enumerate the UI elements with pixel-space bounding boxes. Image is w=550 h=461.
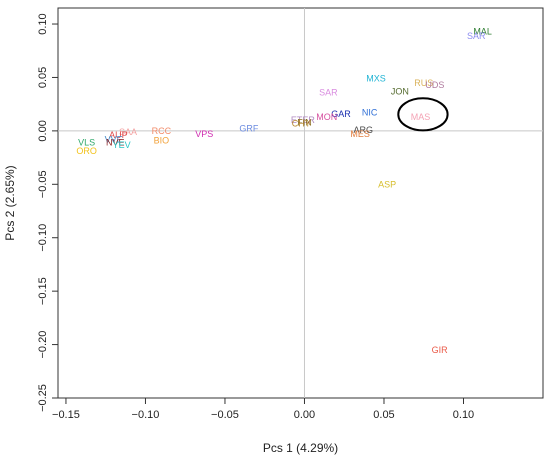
point-label-sar: SAR bbox=[319, 87, 338, 97]
point-label-oro: ORO bbox=[76, 146, 97, 156]
y-tick-label: −0.25 bbox=[37, 384, 49, 412]
point-label-jon: JON bbox=[391, 86, 409, 96]
point-label-rus: RUS bbox=[414, 78, 433, 88]
point-label-mon: MON bbox=[316, 112, 337, 122]
point-label-chy: CHY bbox=[292, 118, 311, 128]
highlight-ellipse bbox=[397, 97, 449, 132]
y-tick-label: −0.10 bbox=[37, 224, 49, 252]
point-label-nve: NVE bbox=[106, 138, 125, 148]
y-tick-label: 0.00 bbox=[37, 120, 49, 141]
point-label-saa: SAA bbox=[119, 127, 137, 137]
x-tick-label: −0.10 bbox=[132, 409, 160, 421]
point-label-uds: UDS bbox=[425, 80, 444, 90]
point-label-aup: AUP bbox=[109, 130, 128, 140]
point-label-mas: MAS bbox=[411, 112, 431, 122]
point-label-fin: FIN bbox=[297, 117, 312, 127]
point-label-yev: YEV bbox=[113, 140, 131, 150]
point-label-asp: ASP bbox=[378, 179, 396, 189]
x-tick-label: 0.05 bbox=[373, 409, 394, 421]
plot-border bbox=[57, 7, 544, 399]
point-label-bio: BIO bbox=[154, 135, 170, 145]
y-axis: −0.25 −0.20 −0.15 −0.10 −0.05 0.00 0.05 0.10 bbox=[37, 13, 58, 412]
x-axis: −0.15 −0.10 −0.05 0.00 0.05 0.10 bbox=[52, 398, 474, 421]
point-label-nic: NIC bbox=[362, 108, 378, 118]
x-tick-label: 0.10 bbox=[453, 409, 474, 421]
point-label-rcc: RCC bbox=[152, 126, 172, 136]
y-tick-label: 0.05 bbox=[37, 67, 49, 88]
point-label-vve: VVE bbox=[105, 134, 123, 144]
point-label-grf: GRF bbox=[239, 124, 259, 134]
point-label-mal: MAL bbox=[473, 27, 492, 37]
y-tick-label: −0.15 bbox=[37, 277, 49, 305]
point-label-gir: GIR bbox=[432, 345, 449, 355]
x-tick-label: −0.05 bbox=[211, 409, 239, 421]
y-tick-label: −0.05 bbox=[37, 170, 49, 198]
y-axis-title: Pcs 2 (2.65%) bbox=[3, 165, 17, 240]
y-tick-label: −0.20 bbox=[37, 331, 49, 359]
y-tick-label: 0.10 bbox=[37, 13, 49, 34]
reference-lines bbox=[58, 8, 543, 398]
x-axis-title: Pcs 1 (4.29%) bbox=[263, 441, 338, 455]
point-label-mxs: MXS bbox=[366, 74, 386, 84]
point-label-sar: SAR bbox=[467, 31, 486, 41]
annotations bbox=[397, 97, 449, 132]
plot-frame bbox=[57, 7, 544, 399]
point-label-eter: ETER bbox=[291, 115, 316, 125]
point-label-arg: ARG bbox=[354, 125, 374, 135]
point-label-vls: VLS bbox=[78, 138, 95, 148]
point-label-mes: MES bbox=[350, 129, 370, 139]
point-label-gar: GAR bbox=[331, 109, 351, 119]
x-tick-label: −0.15 bbox=[52, 409, 80, 421]
point-label-vps: VPS bbox=[195, 129, 213, 139]
x-tick-label: 0.00 bbox=[294, 409, 315, 421]
